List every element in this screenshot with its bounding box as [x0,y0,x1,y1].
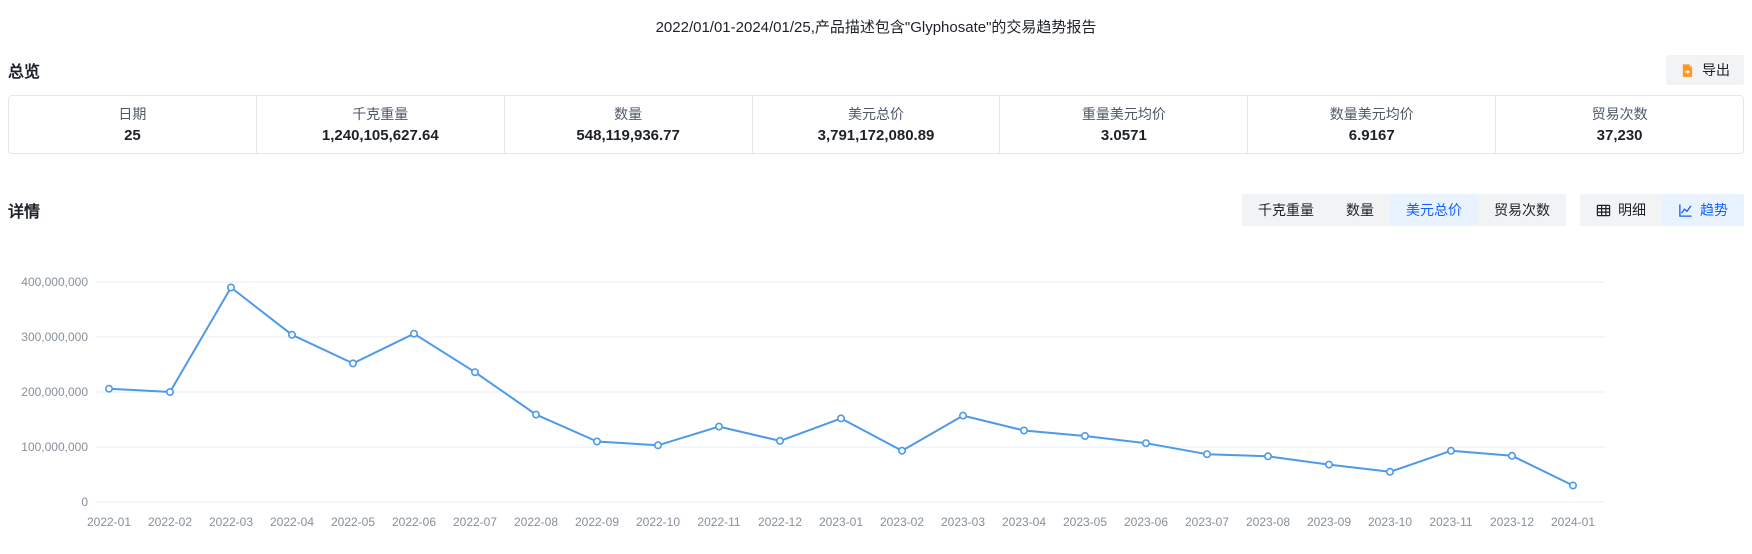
trend-line [108,286,1574,487]
x-axis-label: 2023-01 [819,515,863,529]
data-point[interactable] [287,330,296,339]
stat-value: 3.0571 [1100,127,1147,144]
x-axis-label: 2023-06 [1124,515,1168,529]
export-button[interactable]: 导出 [1666,55,1744,85]
x-axis-label: 2023-11 [1429,515,1472,529]
data-point[interactable] [1386,467,1395,476]
data-point[interactable] [653,441,662,450]
stat-label: 美元总价 [848,106,904,122]
data-point[interactable] [592,437,601,446]
stat-col: 数量美元均价 6.9167 [1248,96,1497,153]
overview-stats-card: 日期 25 千克重量 1,240,105,627.64 数量 548,119,936.77… [8,95,1744,154]
stat-label: 数量美元均价 [1329,106,1414,122]
data-point[interactable] [470,368,479,377]
stat-value: 548,119,936.77 [576,127,680,144]
export-file-icon [1680,63,1695,78]
stat-value: 6.9167 [1348,127,1395,144]
x-axis-label: 2022-09 [575,515,619,529]
x-axis-label: 2023-03 [941,515,985,529]
detail-section-title: 详情 [8,204,41,221]
y-axis-label: 0 [81,495,88,509]
data-point[interactable] [1264,452,1273,461]
stat-label: 千克重量 [352,106,409,122]
data-point[interactable] [775,436,784,445]
stat-col: 数量 548,119,936.77 [505,96,753,153]
stat-col: 千克重量 1,240,105,627.64 [257,96,505,153]
metric-tab[interactable]: 数量 [1330,194,1390,226]
stat-col: 贸易次数 37,230 [1496,96,1743,153]
data-point[interactable] [227,283,236,292]
data-point[interactable] [409,329,418,338]
data-point[interactable] [1203,450,1212,459]
view-tab-label: 明细 [1618,202,1646,218]
x-axis-label: 2023-10 [1368,515,1412,529]
trend-chart[interactable]: 0 100,000,000 200,000,000 300,000,000 400,00… [8,240,1744,540]
y-axis-label: 100,000,000 [21,440,88,454]
x-axis-label: 2022-04 [270,515,314,529]
trend-icon [1678,203,1693,218]
view-tab[interactable]: 趋势 [1662,194,1744,226]
stat-value: 1,240,105,627.64 [321,127,439,144]
stat-value: 25 [124,127,141,144]
stat-label: 日期 [118,106,147,122]
x-axis-label: 2022-03 [209,515,253,529]
x-axis-label: 2023-09 [1307,515,1351,529]
data-point[interactable] [1142,439,1151,448]
data-point[interactable] [1447,446,1456,455]
page-title: 2022/01/01-2024/01/25,产品描述包含"Glyphosate"… [655,19,1097,36]
data-point[interactable] [531,410,540,419]
data-point[interactable] [836,414,845,423]
x-axis-label: 2022-01 [87,515,131,529]
data-point[interactable] [1569,481,1578,490]
data-point[interactable] [1019,426,1028,435]
view-tab-group: 明细 趋势 [1580,194,1744,226]
metric-tab[interactable]: 美元总价 [1390,194,1478,226]
stat-value: 37,230 [1596,127,1643,144]
data-point[interactable] [1081,432,1090,441]
view-tab[interactable]: 明细 [1580,194,1662,226]
y-axis-label: 400,000,000 [21,275,88,289]
stat-label: 贸易次数 [1591,106,1648,122]
x-axis-label: 2022-08 [514,515,558,529]
x-axis-label: 2022-02 [148,515,192,529]
x-axis-label: 2023-08 [1246,515,1290,529]
x-axis-label: 2022-11 [697,515,740,529]
data-point[interactable] [1508,451,1517,460]
table-icon [1596,203,1611,218]
data-point[interactable] [348,359,357,368]
trend-chart-container: 0 100,000,000 200,000,000 300,000,000 400,00… [8,240,1744,545]
y-axis-label: 300,000,000 [21,330,88,344]
y-axis-label: 200,000,000 [21,385,88,399]
data-point[interactable] [105,384,114,393]
stat-col: 日期 25 [9,96,257,153]
metric-tab-group: 千克重量 数量 美元总价 贸易次数 [1242,194,1566,226]
view-tab-label: 趋势 [1700,202,1728,218]
overview-section-title: 总览 [8,64,41,81]
data-point[interactable] [897,446,906,455]
x-axis-label: 2023-07 [1185,515,1229,529]
data-point[interactable] [958,411,967,420]
stat-label: 数量 [614,106,643,122]
x-axis-label: 2022-12 [758,515,802,529]
x-axis-label: 2023-05 [1063,515,1107,529]
x-axis-label: 2022-10 [636,515,680,529]
x-axis-label: 2023-04 [1002,515,1046,529]
stat-col: 重量美元均价 3.0571 [1000,96,1249,153]
stat-value: 3,791,172,080.89 [817,127,935,144]
metric-tab[interactable]: 贸易次数 [1478,194,1566,226]
export-button-label: 导出 [1702,62,1730,78]
detail-toolbar: 千克重量 数量 美元总价 贸易次数 明细 趋势 [1242,194,1744,226]
x-axis-label: 2024-01 [1551,515,1595,529]
metric-tab[interactable]: 千克重量 [1242,194,1330,226]
data-point[interactable] [1325,460,1334,469]
data-point[interactable] [714,422,723,431]
x-axis-label: 2022-07 [453,515,497,529]
x-axis-label: 2022-05 [331,515,375,529]
x-axis-label: 2023-02 [880,515,924,529]
x-axis-label: 2023-12 [1490,515,1534,529]
stat-label: 重量美元均价 [1081,106,1166,122]
data-point[interactable] [166,388,175,397]
stat-col: 美元总价 3,791,172,080.89 [753,96,1001,153]
x-axis-label: 2022-06 [392,515,436,529]
